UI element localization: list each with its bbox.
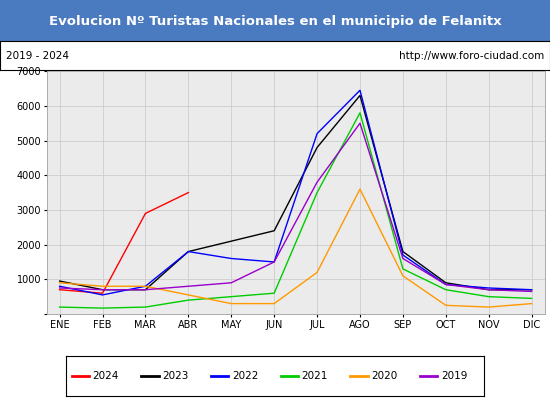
Text: 2022: 2022 [232,371,258,381]
Text: 2021: 2021 [301,371,328,381]
Text: 2020: 2020 [371,371,398,381]
Text: 2019: 2019 [441,371,467,381]
Text: Evolucion Nº Turistas Nacionales en el municipio de Felanitx: Evolucion Nº Turistas Nacionales en el m… [49,14,501,28]
Text: 2023: 2023 [162,371,189,381]
Text: 2024: 2024 [92,371,119,381]
Text: 2019 - 2024: 2019 - 2024 [6,51,69,61]
Text: http://www.foro-ciudad.com: http://www.foro-ciudad.com [399,51,544,61]
